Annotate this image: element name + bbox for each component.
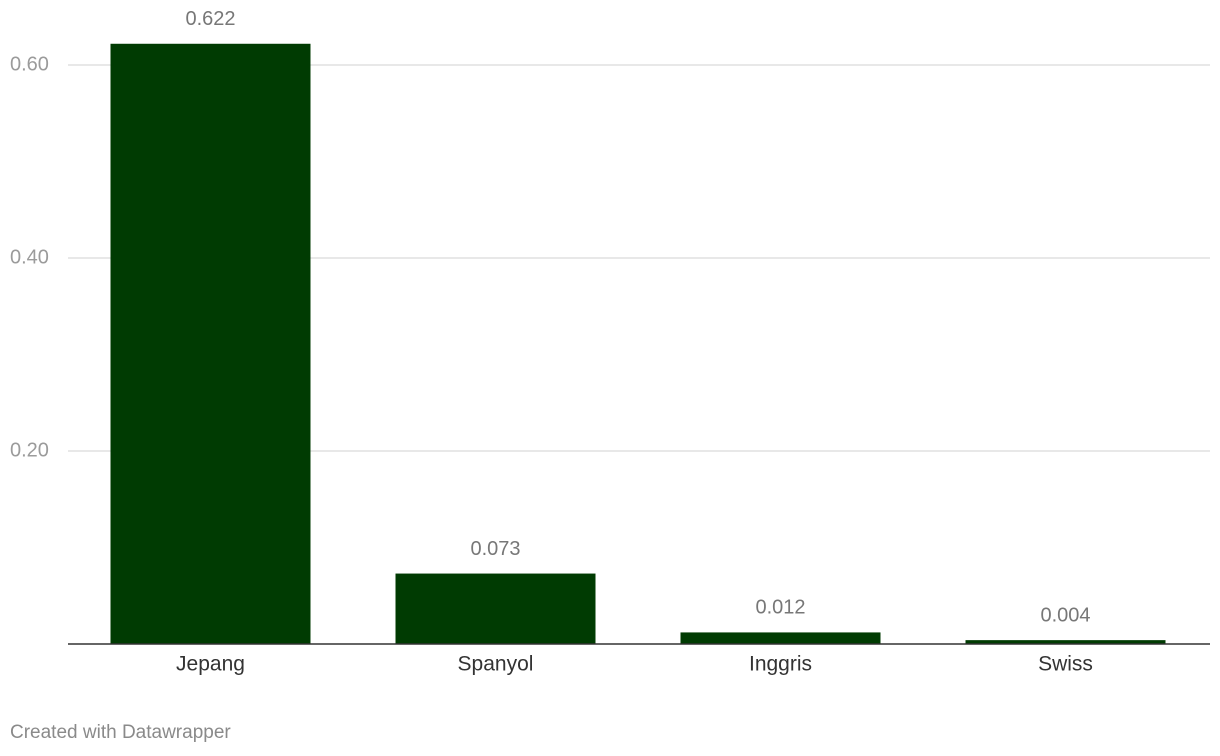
x-tick-label: Jepang (176, 653, 245, 676)
bar (680, 632, 881, 644)
bar (110, 43, 311, 644)
x-tick-label: Spanyol (458, 653, 534, 676)
value-label: 0.622 (185, 8, 235, 30)
value-label: 0.073 (470, 538, 520, 560)
y-tick-label: 0.20 (10, 439, 49, 461)
value-label: 0.012 (755, 597, 805, 619)
bar (965, 640, 1166, 644)
y-tick-label: 0.40 (10, 246, 49, 268)
bar (395, 573, 596, 644)
y-tick-label: 0.60 (10, 53, 49, 75)
value-label: 0.004 (1040, 604, 1090, 626)
x-tick-label: Inggris (749, 653, 812, 676)
footer: Created with Datawrapper (10, 722, 231, 743)
x-tick-label: Swiss (1038, 653, 1093, 676)
